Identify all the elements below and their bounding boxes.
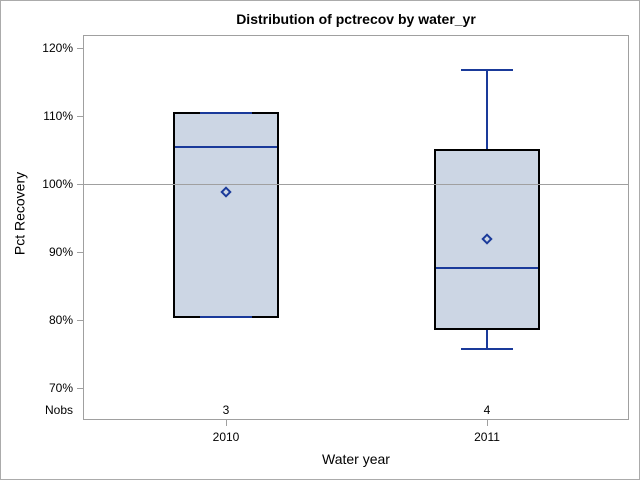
y-tick-mark bbox=[77, 252, 83, 253]
whisker-line-upper-2011 bbox=[486, 70, 488, 150]
y-tick-mark bbox=[77, 48, 83, 49]
y-tick-mark bbox=[77, 388, 83, 389]
whisker-cap-bottom-2011 bbox=[461, 348, 513, 350]
nobs-row-label: Nobs bbox=[44, 403, 73, 417]
reference-line bbox=[83, 184, 629, 185]
y-tick-label: 100% bbox=[42, 177, 73, 191]
whisker-line-lower-2011 bbox=[486, 329, 488, 349]
whisker-cap-top-2011 bbox=[461, 69, 513, 71]
whisker-cap-bottom-2010 bbox=[200, 316, 252, 318]
y-tick-mark bbox=[77, 116, 83, 117]
box-2010 bbox=[173, 112, 279, 318]
median-line-2011 bbox=[436, 267, 538, 269]
plot-area bbox=[83, 35, 629, 420]
box-2011 bbox=[434, 149, 540, 330]
chart-title: Distribution of pctrecov by water_yr bbox=[236, 11, 476, 27]
x-tick-label: 2010 bbox=[212, 430, 240, 444]
x-tick-mark bbox=[226, 420, 227, 426]
nobs-value: 4 bbox=[483, 403, 491, 417]
y-tick-label: 80% bbox=[48, 313, 73, 327]
y-tick-mark bbox=[77, 184, 83, 185]
x-tick-mark bbox=[487, 420, 488, 426]
y-tick-label: 90% bbox=[48, 245, 73, 259]
y-tick-mark bbox=[77, 320, 83, 321]
nobs-value: 3 bbox=[222, 403, 230, 417]
whisker-cap-top-2010 bbox=[200, 112, 252, 114]
x-axis-title: Water year bbox=[322, 451, 390, 467]
median-line-2010 bbox=[175, 146, 277, 148]
x-tick-label: 2011 bbox=[474, 430, 500, 444]
y-tick-label: 110% bbox=[43, 109, 73, 123]
y-tick-label: 70% bbox=[48, 381, 73, 395]
y-tick-label: 120% bbox=[42, 41, 73, 55]
